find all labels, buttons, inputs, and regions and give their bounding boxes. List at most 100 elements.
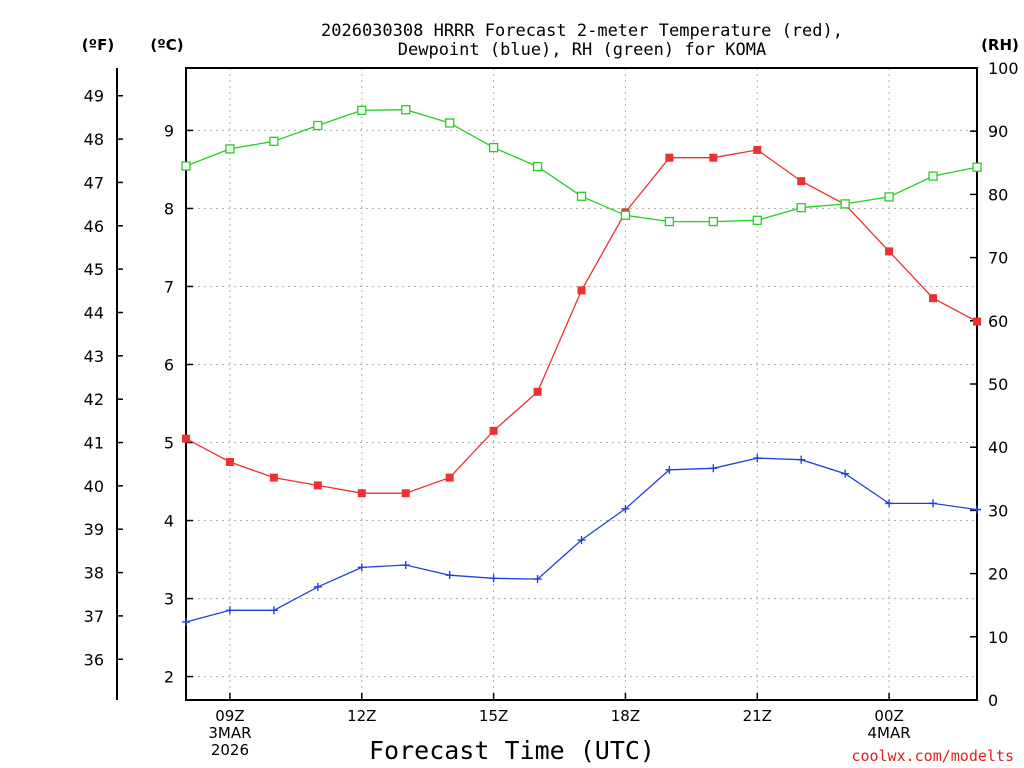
temperature-point — [929, 294, 938, 303]
fahrenheit-tick-label: 45 — [84, 260, 104, 279]
celsius-tick-label: 7 — [164, 277, 174, 296]
temperature-point — [885, 247, 894, 256]
fahrenheit-tick-label: 49 — [84, 87, 104, 106]
temperature-point — [313, 481, 322, 490]
dewpoint-point — [313, 582, 322, 591]
rh-tick-label: 100 — [988, 59, 1019, 78]
celsius-tick-label: 2 — [164, 668, 174, 687]
time-tick-label: 21Z — [743, 707, 772, 725]
dewpoint-point — [621, 504, 630, 513]
time-tick-label: 09Z — [215, 707, 244, 725]
temperature-point — [665, 153, 674, 162]
rh-point — [357, 105, 367, 115]
fahrenheit-tick-label: 48 — [84, 130, 104, 149]
rh-tick-label: 50 — [988, 375, 1008, 394]
credit-link[interactable]: coolwx.com/modelts — [851, 747, 1014, 765]
celsius-axis: 2 3 4 5 6 7 8 9 — [164, 121, 193, 687]
celsius-axis-label: (ºC) — [150, 36, 183, 54]
temperature-point — [489, 426, 498, 435]
rh-point — [928, 171, 938, 181]
dewpoint-point — [269, 606, 278, 615]
fahrenheit-tick-label: 41 — [84, 434, 104, 453]
fahrenheit-tick-label: 47 — [84, 173, 104, 192]
rh-tick-label: 0 — [988, 691, 998, 710]
fahrenheit-tick-label: 46 — [84, 217, 104, 236]
rh-point — [796, 203, 806, 213]
rh-point — [708, 216, 718, 227]
celsius-tick-label: 8 — [164, 199, 174, 218]
rh-point — [445, 118, 455, 128]
dewpoint-point — [577, 536, 586, 545]
dewpoint-point — [489, 574, 498, 583]
fahrenheit-tick-label: 39 — [84, 520, 104, 539]
rh-tick-label: 30 — [988, 501, 1008, 520]
rh-point — [620, 210, 631, 220]
dewpoint-point — [401, 561, 410, 570]
temperature-point — [182, 434, 190, 443]
dewpoint-point — [885, 499, 894, 508]
dewpoint-point — [797, 455, 806, 464]
fahrenheit-tick-label: 42 — [84, 390, 104, 409]
rh-point — [269, 136, 279, 146]
time-tick-label: 18Z — [611, 707, 640, 725]
series-layer — [181, 105, 982, 626]
rh-axis: 0 10 20 30 40 50 60 70 80 90 100 — [970, 59, 1019, 710]
dewpoint-point — [357, 563, 366, 572]
dewpoint-point — [753, 454, 762, 463]
temperature-point — [269, 473, 278, 482]
rh-series — [181, 105, 982, 227]
temperature-point — [709, 153, 718, 162]
dewpoint-point — [841, 469, 850, 478]
time-tick-label: 15Z — [479, 707, 508, 725]
temperature-point — [533, 387, 542, 396]
temperature-point — [753, 145, 762, 154]
time-tick-label: 12Z — [347, 707, 376, 725]
rh-tick-label: 10 — [988, 628, 1008, 647]
rh-point — [225, 144, 235, 154]
temperature-point — [401, 489, 410, 498]
rh-point — [884, 192, 894, 202]
time-tick-label: 00Z — [874, 707, 903, 725]
temperature-point — [973, 317, 981, 326]
time-tick-label: 3MAR — [208, 724, 251, 742]
fahrenheit-tick-label: 40 — [84, 477, 104, 496]
fahrenheit-tick-label: 37 — [84, 607, 104, 626]
rh-axis-label: (RH) — [981, 36, 1019, 54]
rh-tick-label: 60 — [988, 312, 1008, 331]
rh-point — [488, 142, 499, 153]
fahrenheit-tick-label: 38 — [84, 564, 104, 583]
rh-tick-label: 80 — [988, 185, 1008, 204]
time-tick-label: 2026 — [211, 741, 249, 759]
dewpoint-point — [445, 571, 454, 580]
rh-point — [840, 199, 850, 209]
dewpoint-series — [182, 454, 981, 626]
rh-point — [752, 215, 762, 225]
celsius-tick-label: 3 — [164, 590, 174, 609]
dewpoint-point — [973, 505, 981, 514]
rh-point — [664, 216, 675, 227]
temperature-point — [357, 489, 366, 498]
time-tick-label: 4MAR — [868, 724, 911, 742]
dewpoint-point — [665, 465, 674, 474]
celsius-tick-label: 5 — [164, 434, 174, 453]
rh-tick-label: 70 — [988, 249, 1008, 268]
temperature-point — [577, 286, 586, 295]
rh-point — [181, 161, 191, 171]
rh-point — [401, 105, 411, 115]
fahrenheit-tick-label: 44 — [84, 303, 104, 322]
temperature-point — [225, 458, 234, 467]
celsius-tick-label: 9 — [164, 121, 174, 140]
fahrenheit-tick-label: 36 — [84, 650, 104, 669]
dewpoint-point — [533, 575, 542, 584]
rh-point — [972, 162, 982, 172]
fahrenheit-tick-label: 43 — [84, 347, 104, 366]
dewpoint-point — [225, 606, 234, 615]
temperature-point — [797, 177, 806, 186]
rh-line — [185, 109, 978, 223]
chart-title-line-1: 2026030308 HRRR Forecast 2-meter Tempera… — [321, 21, 843, 41]
plot-frame — [185, 67, 978, 701]
chart-title-line-2: Dewpoint (blue), RH (green) for KOMA — [398, 40, 766, 60]
dewpoint-point — [709, 464, 718, 473]
